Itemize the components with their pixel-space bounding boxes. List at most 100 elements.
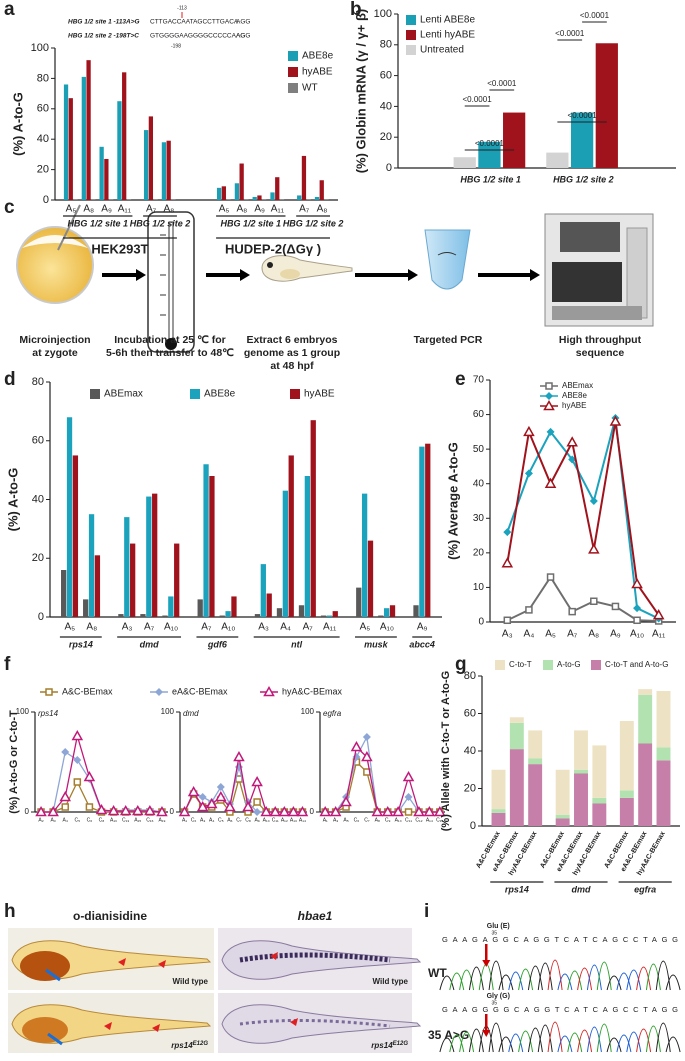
bar <box>166 140 171 200</box>
y-tick-label: 20 <box>32 552 44 564</box>
group-label: egfra <box>634 884 656 894</box>
legend-label: hyABE <box>304 389 335 400</box>
bar <box>88 514 95 617</box>
marker <box>260 805 272 817</box>
bar <box>231 596 237 617</box>
x-tick-label: A₁ <box>323 817 328 823</box>
column-title: hbae1 <box>298 909 333 923</box>
marker <box>381 805 394 817</box>
y-axis-label: (%) Average A-to-G <box>445 442 460 560</box>
marker <box>155 688 163 696</box>
series-line <box>506 421 660 616</box>
legend-swatch <box>190 389 200 399</box>
bar <box>99 146 104 200</box>
bar-segment <box>528 758 543 765</box>
bar <box>503 112 526 168</box>
x-tick-label: A₃ <box>333 817 338 823</box>
bar <box>86 60 91 200</box>
chromatogram-peak <box>537 1024 553 1053</box>
base-calls: GAAGAGGCAGGTCATCAGCCTAGG <box>442 935 678 944</box>
bar <box>288 455 294 617</box>
chromatogram-peak <box>665 1036 681 1053</box>
bar <box>367 540 374 617</box>
marker <box>35 805 47 817</box>
column-title: o-dianisidine <box>73 909 147 923</box>
step-label: Extract 6 embryos <box>246 334 337 346</box>
x-tick-label: A₁₀ <box>630 629 644 640</box>
marker <box>198 793 207 801</box>
x-tick-label: A₁₃ <box>290 817 297 823</box>
chromatogram-peak <box>577 967 593 991</box>
gene: rps14 <box>171 1041 193 1050</box>
marker <box>329 805 342 817</box>
chromatogram-peak <box>527 1027 543 1053</box>
x-tick-label: A₄ <box>209 817 214 823</box>
stain <box>239 952 391 963</box>
legend-swatch <box>290 389 300 399</box>
p-value: <0.0001 <box>580 11 610 20</box>
marker <box>545 392 553 400</box>
chromatogram-peak <box>626 1031 642 1053</box>
marker <box>611 602 620 611</box>
marker <box>263 685 275 697</box>
trace-label: WT <box>428 966 447 980</box>
y-tick-label: 0 <box>170 807 175 816</box>
legend-label: C-to-T and A-to-G <box>605 660 668 669</box>
panel-label: h <box>4 901 16 922</box>
y-tick-label: 60 <box>380 70 392 82</box>
marker <box>253 798 261 806</box>
bar <box>140 614 146 617</box>
bar-segment <box>491 809 506 813</box>
step-label: High throughput <box>559 334 642 346</box>
marker <box>423 805 436 817</box>
legend-label: ABE8e <box>204 389 236 400</box>
x-tick-label: A₁₁ <box>652 629 666 640</box>
bar <box>275 177 280 200</box>
chromatogram-peak <box>606 975 622 991</box>
panel-label: g <box>455 654 467 675</box>
bar <box>389 605 396 617</box>
subplot-title: egfra <box>323 709 342 718</box>
bar-segment <box>509 749 524 826</box>
y-tick-label: 100 <box>16 707 30 716</box>
chromatogram-peak <box>655 960 671 991</box>
sequence: CTTGACCAATAGCCTTGACA <box>150 19 239 26</box>
chromatogram-peak <box>518 1030 534 1053</box>
bar <box>108 199 114 200</box>
bar <box>314 196 320 200</box>
bar <box>203 464 209 617</box>
pam: AGG <box>236 33 250 40</box>
step-label: Incubation at 25 ℃ for <box>114 334 226 346</box>
group-label: musk <box>364 639 389 649</box>
marker <box>215 790 227 802</box>
bar-segment <box>619 797 634 826</box>
x-tick-label: C₅ <box>218 817 224 823</box>
sequence: GTGGGGAAGGGGCCCCCAAG <box>150 33 245 40</box>
allele: E12G <box>193 1041 209 1047</box>
x-tick-label: C₁₁ <box>272 817 279 823</box>
p-value: <0.0001 <box>475 139 505 148</box>
chromatogram-peak <box>655 1022 671 1053</box>
bar-segment <box>574 730 588 770</box>
microscopy-art <box>8 928 421 1053</box>
marker <box>503 528 512 537</box>
marker <box>588 543 600 554</box>
bar <box>83 599 89 617</box>
x-tick-label: A₄ <box>524 629 535 640</box>
y-tick-label: 0 <box>310 807 315 816</box>
bar-segment <box>656 691 671 748</box>
bar <box>61 570 67 617</box>
y-tick-label: 20 <box>464 782 476 794</box>
bar <box>122 72 127 200</box>
x-tick-label: A₃ <box>50 817 55 823</box>
allele: E12G <box>393 1041 409 1047</box>
bar <box>266 593 272 617</box>
x-tick-label: C₁₆ <box>146 817 153 823</box>
bar <box>570 112 594 168</box>
bar-segment <box>509 722 524 750</box>
bar <box>68 98 73 200</box>
x-tick-label: A₉ <box>610 629 621 640</box>
panel-label: a <box>4 0 15 20</box>
trace-label: 35 A>G <box>428 1028 469 1042</box>
bar <box>81 76 86 200</box>
